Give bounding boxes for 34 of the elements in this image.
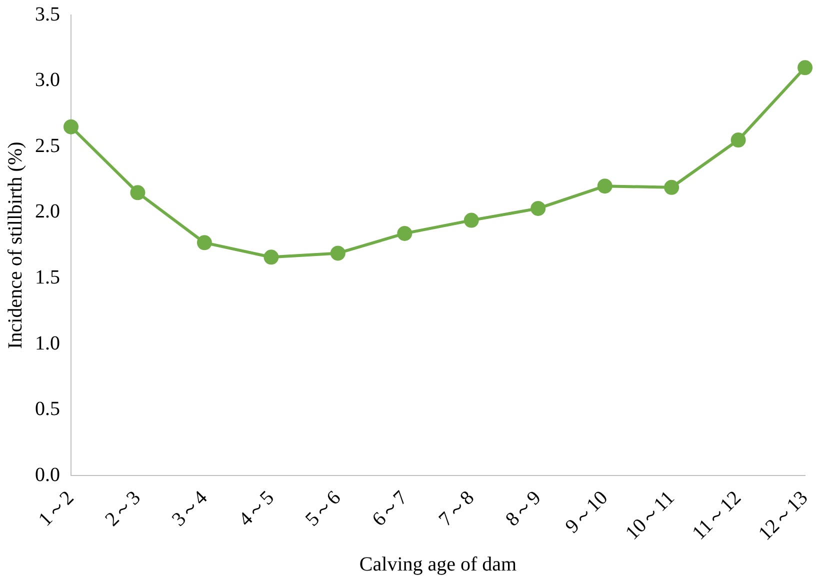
point	[597, 178, 612, 194]
y-tick-label: 3.5	[35, 3, 60, 26]
point	[730, 132, 746, 148]
x-tick-label: 10～11	[621, 486, 679, 544]
y-tick-label: 2.0	[35, 200, 60, 223]
point	[464, 212, 479, 228]
point	[530, 200, 546, 216]
point	[264, 250, 279, 265]
x-tick-label: 12～13	[754, 486, 812, 545]
point	[196, 235, 212, 250]
x-tick-label: 7～8	[434, 486, 479, 531]
point	[130, 185, 146, 200]
x-tick-label: 4～5	[234, 486, 278, 531]
x-axis-title: Calving age of dam	[359, 553, 518, 576]
y-tick-label: 1.0	[35, 332, 60, 354]
x-tick-label: 2～3	[101, 486, 145, 531]
y-tick-label: 2.5	[35, 134, 60, 157]
x-tick-label: 11～12	[688, 486, 746, 544]
x-tick-label: 1～2	[34, 486, 78, 531]
x-tick-label: 5～6	[301, 486, 346, 531]
x-tick-label: 9～10	[561, 486, 612, 538]
point	[798, 60, 813, 76]
x-tick-label: 3～4	[168, 486, 212, 531]
y-tick-label: 0.5	[35, 398, 60, 420]
y-axis-title: Incidence of stillbirth (%)	[4, 142, 26, 349]
point	[397, 226, 412, 241]
point	[64, 119, 78, 134]
point	[330, 246, 346, 261]
x-tick-label: 8～9	[502, 486, 546, 531]
y-tick-label: 3.0	[35, 69, 60, 92]
y-tick-label: 1.5	[35, 266, 60, 288]
x-tick-label: 6～7	[368, 486, 412, 531]
y-tick-label: 0.0	[35, 464, 60, 486]
point	[664, 180, 680, 195]
